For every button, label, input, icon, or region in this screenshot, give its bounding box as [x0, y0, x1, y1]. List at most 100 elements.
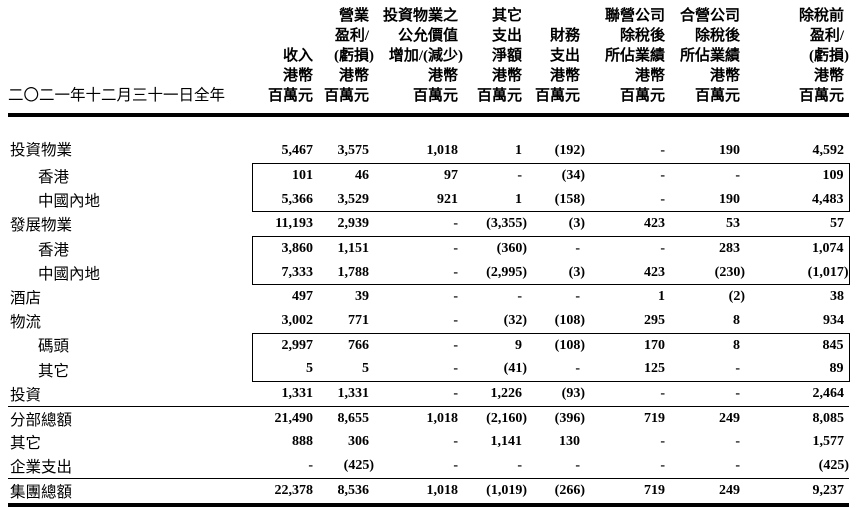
table-row: 企業支出 - (425) - - - - - (425) — [8, 454, 849, 478]
cell-value: 771 — [348, 312, 369, 328]
table-row: 投資 1,331 1,331 - 1,226 (93) - - 2,464 — [8, 382, 849, 407]
cell-value: 719 — [585, 405, 670, 431]
cell-value: 1,018 — [374, 405, 463, 431]
column-header-line: 支出 — [549, 48, 580, 64]
cell-value: 888 — [292, 434, 313, 450]
row-label: 中國內地 — [38, 265, 101, 283]
cell-value: 39 — [355, 289, 369, 305]
cell-value: 249 — [670, 405, 745, 431]
cell-value: 170 — [585, 332, 670, 358]
cell-value: (32) — [503, 312, 527, 328]
cell-value: (1,017) — [745, 260, 850, 286]
cell-value: 306 — [348, 434, 369, 450]
column-header-line: 百萬元 — [534, 88, 580, 104]
cell-value: 8 — [670, 332, 745, 358]
column-header-line: 百萬元 — [694, 88, 740, 104]
column-header-line: 百萬元 — [323, 88, 369, 104]
column-header-line: (虧損) — [809, 48, 849, 64]
table-row: 分部總額 21,490 8,655 1,018 (2,160) (396) 719 249 8,… — [8, 405, 849, 431]
column-header-line: 支出 — [491, 28, 522, 44]
table-row: 物流 3,002 771 - (32) (108) 295 8 934 — [8, 309, 849, 333]
column-header-line: 港幣 — [427, 68, 458, 84]
period-label: 二〇二一年十二月三十一日全年 — [8, 2, 252, 117]
cell-value: 3,860 — [251, 236, 318, 261]
column-header-profit-before-tax: 除稅前 盈利/ (虧損) 港幣 百萬元 — [745, 2, 849, 117]
row-label: 其它 — [10, 435, 42, 453]
column-header-line: 其它 — [491, 8, 522, 24]
cell-value: 497 — [292, 289, 313, 305]
cell-value: 8,655 — [318, 405, 374, 431]
cell-value: 295 — [644, 312, 665, 328]
column-header-line: 港幣 — [709, 68, 740, 84]
table-header: 二〇二一年十二月三十一日全年 收入 港幣 百萬元 營業 盈利/(虧損) 港幣 百萬元 投資物業… — [8, 2, 849, 117]
cell-value: 8,085 — [745, 405, 849, 431]
cell-value: - — [660, 143, 665, 158]
column-header-line: 港幣 — [549, 68, 580, 84]
cell-value: 101 — [251, 162, 318, 188]
cell-value: - — [527, 236, 585, 261]
table-row: 酒店 497 39 - - - 1 (2) 38 — [8, 285, 849, 309]
cell-value: 3,575 — [337, 143, 370, 158]
column-header-line: 港幣 — [282, 68, 313, 84]
cell-value: - — [585, 162, 670, 188]
column-header-line: 港幣 — [338, 68, 369, 84]
cell-value: 2,997 — [251, 332, 318, 358]
cell-value: 109 — [745, 162, 850, 188]
cell-value: 1,331 — [337, 386, 370, 402]
row-label: 企業支出 — [10, 459, 73, 477]
cell-value: - — [527, 357, 585, 383]
cell-value: 53 — [726, 216, 740, 232]
cell-value: - — [670, 162, 745, 188]
column-header-line: 合營公司 — [679, 8, 740, 24]
cell-value: 1 — [463, 187, 527, 213]
cell-value: - — [575, 458, 580, 474]
column-header-operating-profit-loss: 營業 盈利/ (虧損) 港幣 百萬元 — [318, 2, 374, 117]
column-header-line: (虧損) — [334, 48, 374, 64]
cell-value: 7,333 — [251, 260, 318, 286]
cell-value: 921 — [374, 187, 463, 213]
cell-value: - — [575, 289, 580, 305]
table-row: 投資物業 5,467 3,575 1,018 1 (192) - 190 4,592 — [8, 115, 849, 164]
column-header-line: 所佔業績 — [679, 48, 740, 64]
cell-value: - — [453, 386, 458, 402]
table-row: 發展物業 11,193 2,939 - (3,355) (3) 423 53 57 — [8, 212, 849, 237]
column-header-line: 港幣 — [813, 68, 844, 84]
cell-value: 130 — [559, 434, 580, 450]
cell-value: - — [660, 434, 665, 450]
cell-value: 190 — [719, 143, 740, 158]
column-header-line: 除稅前 — [798, 8, 844, 24]
row-label: 發展物業 — [10, 217, 73, 235]
row-label: 分部總額 — [8, 405, 252, 431]
cell-value: 22,378 — [252, 477, 318, 507]
cell-value: (34) — [527, 162, 585, 188]
row-label: 碼頭 — [38, 338, 70, 356]
column-header-line: 百萬元 — [798, 88, 844, 104]
table-row: 其它 888 306 - 1,141 130 - - 1,577 — [8, 431, 849, 455]
column-header-line: 除稅後 — [619, 28, 665, 44]
column-header-line: 營業 — [338, 8, 369, 24]
cell-value: 5 — [318, 357, 374, 383]
cell-value: 719 — [585, 477, 670, 507]
column-header-line: 聯營公司 — [604, 8, 665, 24]
cell-value: (192) — [554, 143, 585, 158]
cell-value: 283 — [670, 236, 745, 261]
cell-value: - — [463, 162, 527, 188]
cell-value: (93) — [561, 386, 585, 402]
cell-value: 2,464 — [812, 386, 845, 402]
cell-value: 423 — [585, 260, 670, 286]
cell-value: - — [585, 236, 670, 261]
column-header-line: 除稅後 — [694, 28, 740, 44]
cell-value: 934 — [823, 312, 844, 328]
column-header-revenue: 收入 港幣 百萬元 — [252, 2, 318, 117]
cell-value: - — [517, 458, 522, 474]
segment-results-table: 二〇二一年十二月三十一日全年 收入 港幣 百萬元 營業 盈利/(虧損) 港幣 百萬元 投資物業… — [8, 2, 850, 507]
cell-value: 249 — [670, 477, 745, 507]
cell-value: 21,490 — [252, 405, 318, 431]
cell-value: (360) — [463, 236, 527, 261]
cell-value: - — [517, 289, 522, 305]
row-label: 物流 — [10, 314, 42, 332]
column-header-finance-costs: 財務 支出 港幣 百萬元 — [527, 2, 585, 117]
row-label: 酒店 — [10, 290, 42, 308]
cell-value: - — [735, 434, 740, 450]
